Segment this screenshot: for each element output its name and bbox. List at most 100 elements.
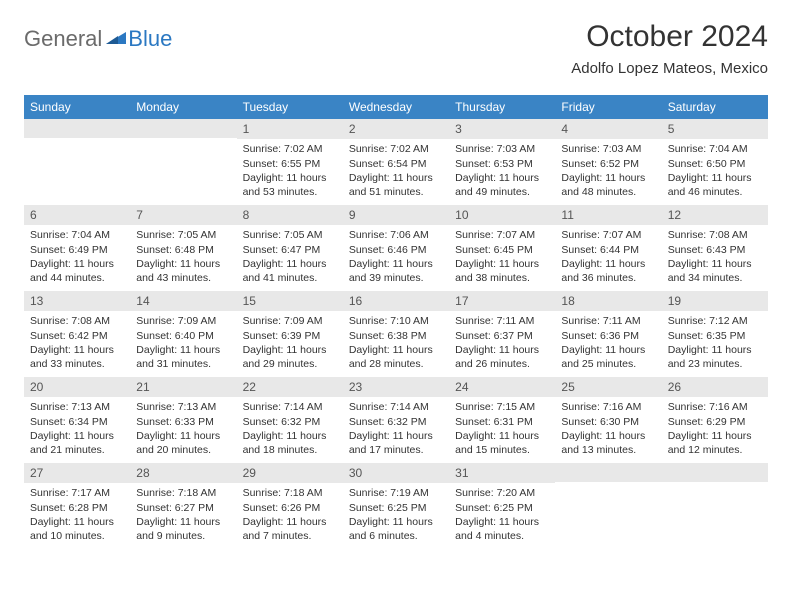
calendar-week: 6Sunrise: 7:04 AMSunset: 6:49 PMDaylight… bbox=[24, 205, 768, 291]
day-cell: 26Sunrise: 7:16 AMSunset: 6:29 PMDayligh… bbox=[662, 377, 768, 463]
day-details: Sunrise: 7:13 AMSunset: 6:34 PMDaylight:… bbox=[24, 397, 130, 461]
daylight-text: Daylight: 11 hours and 51 minutes. bbox=[349, 171, 443, 199]
sunset-text: Sunset: 6:35 PM bbox=[668, 329, 762, 343]
sunrise-text: Sunrise: 7:20 AM bbox=[455, 486, 549, 500]
day-cell: 25Sunrise: 7:16 AMSunset: 6:30 PMDayligh… bbox=[555, 377, 661, 463]
day-details: Sunrise: 7:04 AMSunset: 6:49 PMDaylight:… bbox=[24, 225, 130, 289]
brand-part2: Blue bbox=[128, 26, 172, 52]
day-number: 27 bbox=[24, 463, 130, 483]
day-cell: 3Sunrise: 7:03 AMSunset: 6:53 PMDaylight… bbox=[449, 119, 555, 205]
day-details: Sunrise: 7:18 AMSunset: 6:27 PMDaylight:… bbox=[130, 483, 236, 547]
sunrise-text: Sunrise: 7:08 AM bbox=[668, 228, 762, 242]
day-details: Sunrise: 7:12 AMSunset: 6:35 PMDaylight:… bbox=[662, 311, 768, 375]
day-number: 25 bbox=[555, 377, 661, 397]
day-details: Sunrise: 7:10 AMSunset: 6:38 PMDaylight:… bbox=[343, 311, 449, 375]
day-cell: 20Sunrise: 7:13 AMSunset: 6:34 PMDayligh… bbox=[24, 377, 130, 463]
day-details: Sunrise: 7:16 AMSunset: 6:29 PMDaylight:… bbox=[662, 397, 768, 461]
daylight-text: Daylight: 11 hours and 15 minutes. bbox=[455, 429, 549, 457]
day-cell: 17Sunrise: 7:11 AMSunset: 6:37 PMDayligh… bbox=[449, 291, 555, 377]
day-cell: 24Sunrise: 7:15 AMSunset: 6:31 PMDayligh… bbox=[449, 377, 555, 463]
day-cell bbox=[662, 463, 768, 549]
sunrise-text: Sunrise: 7:05 AM bbox=[136, 228, 230, 242]
day-number: 13 bbox=[24, 291, 130, 311]
sunrise-text: Sunrise: 7:13 AM bbox=[136, 400, 230, 414]
daylight-text: Daylight: 11 hours and 33 minutes. bbox=[30, 343, 124, 371]
day-number: 31 bbox=[449, 463, 555, 483]
calendar-page: General Blue October 2024 Adolfo Lopez M… bbox=[0, 0, 792, 569]
day-cell: 16Sunrise: 7:10 AMSunset: 6:38 PMDayligh… bbox=[343, 291, 449, 377]
daylight-text: Daylight: 11 hours and 7 minutes. bbox=[243, 515, 337, 543]
brand-part1: General bbox=[24, 26, 102, 52]
day-details: Sunrise: 7:20 AMSunset: 6:25 PMDaylight:… bbox=[449, 483, 555, 547]
daylight-text: Daylight: 11 hours and 18 minutes. bbox=[243, 429, 337, 457]
sunset-text: Sunset: 6:32 PM bbox=[349, 415, 443, 429]
daylight-text: Daylight: 11 hours and 44 minutes. bbox=[30, 257, 124, 285]
sunrise-text: Sunrise: 7:05 AM bbox=[243, 228, 337, 242]
daylight-text: Daylight: 11 hours and 41 minutes. bbox=[243, 257, 337, 285]
page-header: General Blue October 2024 Adolfo Lopez M… bbox=[24, 20, 768, 77]
day-number: 5 bbox=[662, 119, 768, 139]
sunrise-text: Sunrise: 7:14 AM bbox=[243, 400, 337, 414]
daylight-text: Daylight: 11 hours and 13 minutes. bbox=[561, 429, 655, 457]
sunset-text: Sunset: 6:40 PM bbox=[136, 329, 230, 343]
day-cell: 30Sunrise: 7:19 AMSunset: 6:25 PMDayligh… bbox=[343, 463, 449, 549]
brand-logo: General Blue bbox=[24, 26, 172, 52]
day-cell: 13Sunrise: 7:08 AMSunset: 6:42 PMDayligh… bbox=[24, 291, 130, 377]
sunrise-text: Sunrise: 7:04 AM bbox=[668, 142, 762, 156]
sunset-text: Sunset: 6:30 PM bbox=[561, 415, 655, 429]
day-cell: 10Sunrise: 7:07 AMSunset: 6:45 PMDayligh… bbox=[449, 205, 555, 291]
sunset-text: Sunset: 6:27 PM bbox=[136, 501, 230, 515]
day-details: Sunrise: 7:13 AMSunset: 6:33 PMDaylight:… bbox=[130, 397, 236, 461]
sunset-text: Sunset: 6:38 PM bbox=[349, 329, 443, 343]
day-number: 7 bbox=[130, 205, 236, 225]
sunset-text: Sunset: 6:54 PM bbox=[349, 157, 443, 171]
daylight-text: Daylight: 11 hours and 36 minutes. bbox=[561, 257, 655, 285]
day-cell: 14Sunrise: 7:09 AMSunset: 6:40 PMDayligh… bbox=[130, 291, 236, 377]
sunrise-text: Sunrise: 7:17 AM bbox=[30, 486, 124, 500]
empty-day-band bbox=[662, 463, 768, 482]
day-details: Sunrise: 7:04 AMSunset: 6:50 PMDaylight:… bbox=[662, 139, 768, 203]
day-cell: 11Sunrise: 7:07 AMSunset: 6:44 PMDayligh… bbox=[555, 205, 661, 291]
day-details: Sunrise: 7:17 AMSunset: 6:28 PMDaylight:… bbox=[24, 483, 130, 547]
daylight-text: Daylight: 11 hours and 46 minutes. bbox=[668, 171, 762, 199]
day-number: 10 bbox=[449, 205, 555, 225]
sunrise-text: Sunrise: 7:18 AM bbox=[243, 486, 337, 500]
day-details: Sunrise: 7:14 AMSunset: 6:32 PMDaylight:… bbox=[343, 397, 449, 461]
day-number: 1 bbox=[237, 119, 343, 139]
sunset-text: Sunset: 6:33 PM bbox=[136, 415, 230, 429]
day-number: 18 bbox=[555, 291, 661, 311]
location-subtitle: Adolfo Lopez Mateos, Mexico bbox=[571, 60, 768, 77]
sunrise-text: Sunrise: 7:11 AM bbox=[455, 314, 549, 328]
sunset-text: Sunset: 6:50 PM bbox=[668, 157, 762, 171]
sunrise-text: Sunrise: 7:06 AM bbox=[349, 228, 443, 242]
day-details: Sunrise: 7:15 AMSunset: 6:31 PMDaylight:… bbox=[449, 397, 555, 461]
daylight-text: Daylight: 11 hours and 38 minutes. bbox=[455, 257, 549, 285]
day-cell: 6Sunrise: 7:04 AMSunset: 6:49 PMDaylight… bbox=[24, 205, 130, 291]
day-cell: 18Sunrise: 7:11 AMSunset: 6:36 PMDayligh… bbox=[555, 291, 661, 377]
day-number: 3 bbox=[449, 119, 555, 139]
sunrise-text: Sunrise: 7:08 AM bbox=[30, 314, 124, 328]
day-number: 24 bbox=[449, 377, 555, 397]
sunrise-text: Sunrise: 7:15 AM bbox=[455, 400, 549, 414]
day-number: 21 bbox=[130, 377, 236, 397]
sunrise-text: Sunrise: 7:10 AM bbox=[349, 314, 443, 328]
day-details: Sunrise: 7:06 AMSunset: 6:46 PMDaylight:… bbox=[343, 225, 449, 289]
day-cell: 15Sunrise: 7:09 AMSunset: 6:39 PMDayligh… bbox=[237, 291, 343, 377]
day-details: Sunrise: 7:08 AMSunset: 6:43 PMDaylight:… bbox=[662, 225, 768, 289]
day-number: 14 bbox=[130, 291, 236, 311]
sunset-text: Sunset: 6:32 PM bbox=[243, 415, 337, 429]
sunset-text: Sunset: 6:52 PM bbox=[561, 157, 655, 171]
sunset-text: Sunset: 6:26 PM bbox=[243, 501, 337, 515]
sunrise-text: Sunrise: 7:11 AM bbox=[561, 314, 655, 328]
calendar-week: 13Sunrise: 7:08 AMSunset: 6:42 PMDayligh… bbox=[24, 291, 768, 377]
day-details: Sunrise: 7:09 AMSunset: 6:40 PMDaylight:… bbox=[130, 311, 236, 375]
weeks-container: 1Sunrise: 7:02 AMSunset: 6:55 PMDaylight… bbox=[24, 119, 768, 549]
daylight-text: Daylight: 11 hours and 53 minutes. bbox=[243, 171, 337, 199]
day-number: 28 bbox=[130, 463, 236, 483]
empty-day-band bbox=[24, 119, 130, 138]
day-cell: 7Sunrise: 7:05 AMSunset: 6:48 PMDaylight… bbox=[130, 205, 236, 291]
weekday-header: Saturday bbox=[662, 95, 768, 119]
daylight-text: Daylight: 11 hours and 31 minutes. bbox=[136, 343, 230, 371]
day-cell: 9Sunrise: 7:06 AMSunset: 6:46 PMDaylight… bbox=[343, 205, 449, 291]
sunset-text: Sunset: 6:34 PM bbox=[30, 415, 124, 429]
